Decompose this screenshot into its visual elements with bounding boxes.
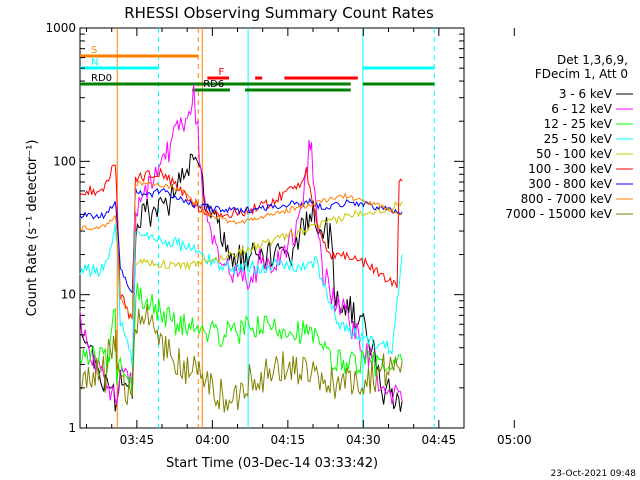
legend-entry-label: 6 - 12 keV xyxy=(551,102,613,116)
flag-bar-label: RD6 xyxy=(203,79,224,90)
series-lines xyxy=(79,84,403,413)
series-line xyxy=(79,164,403,320)
legend-entry-label: 3 - 6 keV xyxy=(559,87,613,101)
x-tick-label: 04:45 xyxy=(422,433,457,447)
flag-bar-label: S xyxy=(91,45,97,56)
y-tick-label: 10 xyxy=(61,288,76,302)
flag-bars: SN F RD0 RD6 xyxy=(80,45,435,92)
plot-area: SN F RD0 RD6 xyxy=(79,27,465,429)
x-tick-label: 05:00 xyxy=(497,433,532,447)
series-line xyxy=(135,200,403,271)
legend-entry-label: 12 - 25 keV xyxy=(544,117,613,131)
y-axis-label: Count Rate (s⁻¹ detector⁻¹) xyxy=(25,140,40,317)
legend-entry-label: 100 - 300 keV xyxy=(528,162,612,176)
x-tick-label: 04:00 xyxy=(195,433,230,447)
y-tick-label: 100 xyxy=(53,154,76,168)
plot-frame xyxy=(79,27,465,429)
flag-bar-label: F xyxy=(218,67,224,78)
x-tick-label: 03:45 xyxy=(120,433,155,447)
legend-entry-label: 800 - 7000 keV xyxy=(521,192,613,206)
x-axis-label: Start Time (03-Dec-14 03:33:42) xyxy=(166,456,378,471)
x-tick-label: 04:15 xyxy=(271,433,306,447)
chart-title: RHESSI Observing Summary Count Rates xyxy=(124,4,434,22)
x-axis: 03:45 04:00 04:15 04:30 04:45 05:00 xyxy=(86,28,532,447)
flag-bar-label: N xyxy=(91,57,98,68)
legend-header-line-1: Det 1,3,6,9, xyxy=(557,53,628,67)
series-line xyxy=(79,153,403,412)
flag-bar-label: RD0 xyxy=(91,73,112,84)
series-line xyxy=(79,187,403,294)
legend-header-line-2: FDecim 1, Att 0 xyxy=(535,67,628,81)
series-line xyxy=(79,303,403,413)
series-line xyxy=(79,282,403,396)
y-tick-label: 1000 xyxy=(45,21,76,35)
legend-entry-label: 300 - 800 keV xyxy=(528,177,612,191)
footer-date: 23-Oct-2021 09:48 xyxy=(551,469,637,479)
series-line xyxy=(79,180,403,320)
series-line xyxy=(79,84,403,405)
y-axis: 1 10 100 1000 xyxy=(45,21,464,435)
y-tick-label: 1 xyxy=(68,421,76,435)
x-tick-label: 04:30 xyxy=(346,433,381,447)
legend: Det 1,3,6,9, FDecim 1, Att 0 3 - 6 keV6 … xyxy=(505,53,633,221)
series-line xyxy=(79,224,403,367)
boundary-lines xyxy=(116,28,435,428)
legend-entry-label: 50 - 100 keV xyxy=(536,147,613,161)
legend-entry-label: 25 - 50 keV xyxy=(544,132,613,146)
legend-entry-label: 7000 - 15000 keV xyxy=(505,207,612,221)
